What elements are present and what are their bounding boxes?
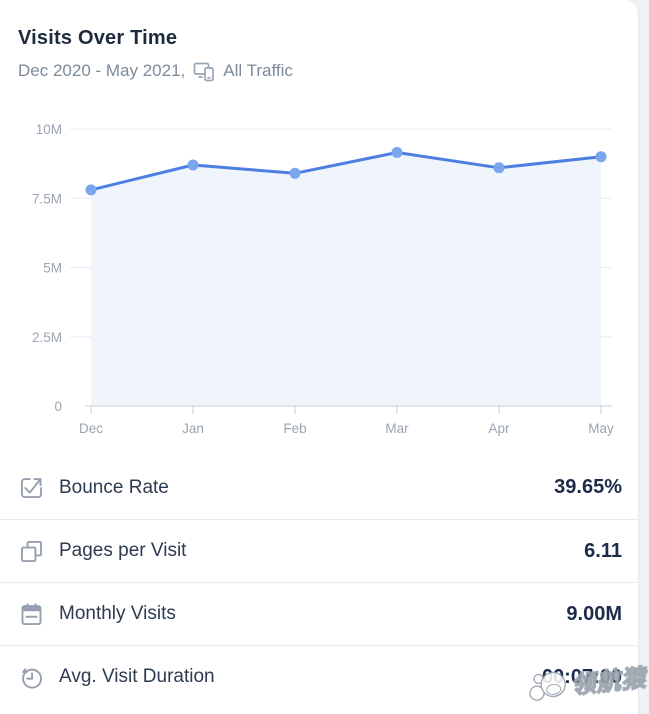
stat-label: Avg. Visit Duration (59, 666, 215, 687)
stat-value: 6.11 (584, 539, 622, 562)
stat-label: Pages per Visit (59, 540, 187, 561)
svg-text:2.5M: 2.5M (32, 330, 62, 345)
svg-text:7.5M: 7.5M (32, 191, 62, 206)
all-devices-icon (193, 62, 215, 82)
stat-label: Monthly Visits (59, 603, 176, 624)
visit-duration-icon (22, 667, 43, 689)
svg-text:5M: 5M (43, 261, 62, 276)
svg-text:Jan: Jan (182, 421, 204, 436)
stats-list: Bounce Rate 39.65% Pages per Visit 6.11 (0, 456, 639, 708)
stat-row-pages-per-visit: Pages per Visit 6.11 (0, 519, 639, 582)
monthly-visits-icon (21, 602, 42, 625)
svg-text:Apr: Apr (488, 421, 510, 436)
svg-text:0: 0 (54, 399, 62, 414)
svg-text:10M: 10M (36, 122, 62, 137)
page-title: Visits Over Time (18, 27, 178, 49)
svg-text:May: May (588, 421, 614, 436)
stat-value: 39.65% (554, 476, 622, 498)
stat-value: 9.00M (566, 602, 622, 625)
svg-text:Feb: Feb (283, 421, 306, 436)
visits-line-chart: 0 2.5M 5M 7.5M 10M Dec Jan Feb Mar Apr May (0, 100, 630, 445)
svg-text:Mar: Mar (385, 421, 409, 436)
stat-row-bounce-rate: Bounce Rate 39.65% (0, 456, 639, 519)
traffic-filter-label: All Traffic (223, 61, 293, 80)
stat-label: Bounce Rate (59, 476, 169, 498)
stat-value: 00:07:00 (541, 665, 622, 688)
stat-row-avg-visit-duration: Avg. Visit Duration 00:07:00 (0, 645, 639, 708)
date-range-label: Dec 2020 - May 2021, (18, 61, 186, 80)
chart-subtitle: Dec 2020 - May 2021, All Traffic (18, 59, 620, 83)
svg-text:Dec: Dec (79, 421, 103, 436)
pages-per-visit-icon (20, 540, 43, 562)
card-header: Visits Over Time Dec 2020 - May 2021, Al… (0, 0, 638, 83)
stat-row-monthly-visits: Monthly Visits 9.00M (0, 582, 639, 645)
bounce-rate-icon (20, 478, 43, 499)
